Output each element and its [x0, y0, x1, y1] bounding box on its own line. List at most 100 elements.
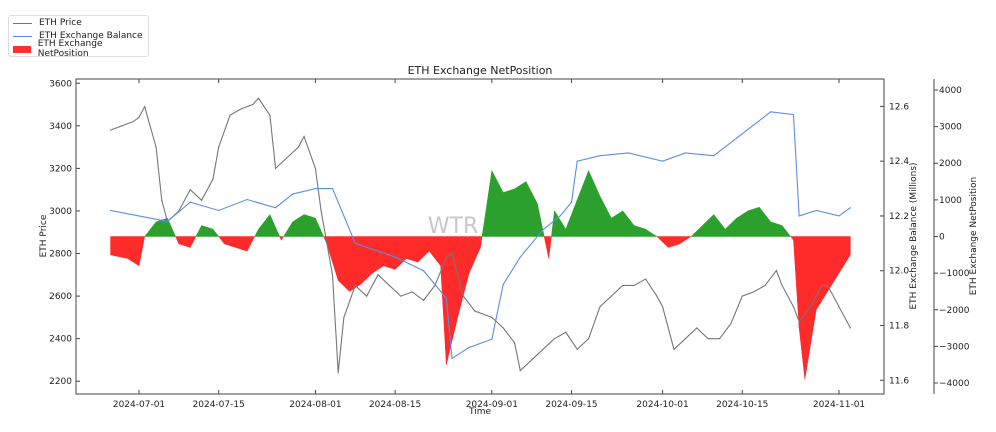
price-point: [849, 327, 851, 329]
netposition-bar-negative: [417, 236, 430, 263]
balance-point: [218, 209, 220, 212]
balance-tick-label: 12.6: [889, 102, 909, 112]
balance-tick-label: 12.4: [889, 157, 909, 167]
legend-label: ETH Exchange Balance: [39, 31, 143, 41]
balance-point: [627, 152, 630, 154]
price-point: [121, 125, 123, 127]
price-point: [144, 106, 146, 108]
balance-point: [798, 215, 800, 217]
netposition-bar-positive: [770, 221, 783, 237]
netposition-bar-positive: [283, 220, 293, 237]
plot-frame: [75, 78, 885, 395]
netposition-bar-positive: [167, 218, 176, 237]
legend-label: ETH Price: [39, 18, 82, 28]
netposition-bar-negative: [279, 236, 282, 241]
netposition-bar-negative: [175, 236, 180, 244]
legend-label: ETH Exchange NetPosition: [37, 39, 103, 59]
legend: ETH Price ETH Exchange Balance ETH Excha…: [8, 15, 149, 59]
price-point: [576, 348, 578, 350]
netposition-tick-label: 1000: [939, 196, 962, 206]
netposition-bar-positive: [713, 213, 726, 237]
price-point: [599, 306, 601, 308]
x-tick-label: 2024-08-01: [289, 400, 341, 410]
balance-point: [770, 111, 772, 113]
balance-point: [331, 187, 334, 190]
balance-point: [491, 338, 493, 340]
netposition-bar-negative: [838, 236, 851, 275]
netposition-bar-negative: [446, 236, 458, 365]
price-tick-label: 3400: [49, 122, 72, 132]
balance-point: [542, 229, 544, 231]
price-point: [531, 359, 533, 361]
price-point: [274, 167, 277, 169]
price-point: [764, 284, 766, 287]
netposition-bar-negative: [790, 236, 794, 241]
netposition-bar-negative: [480, 236, 483, 248]
price-line: [110, 97, 851, 373]
price-point: [792, 306, 795, 308]
netposition-tick-label: −2000: [939, 306, 970, 316]
price-point: [343, 316, 345, 318]
netposition-bar-positive: [588, 170, 601, 237]
netposition-bar-positive: [736, 210, 749, 237]
balance-point: [354, 242, 356, 244]
y-axis-label-price: ETH Price: [39, 214, 49, 257]
netposition-bar-negative: [127, 236, 140, 267]
netposition-bar-negative: [360, 236, 373, 285]
netposition-bar-negative: [428, 236, 441, 267]
netposition-bar-positive: [599, 196, 612, 237]
price-point: [138, 116, 140, 118]
netposition-bar-positive: [747, 206, 760, 237]
price-point: [166, 221, 169, 223]
balance-point: [246, 198, 248, 201]
x-tick-label: 2024-11-01: [813, 400, 865, 410]
price-point: [838, 306, 840, 308]
price-point: [781, 284, 783, 287]
price-point: [798, 321, 800, 323]
netposition-tick-label: −1000: [939, 269, 970, 279]
price-point: [827, 284, 829, 287]
netposition-bar-negative: [827, 236, 840, 293]
price-point: [189, 189, 191, 191]
balance-point: [661, 160, 664, 162]
balance-point: [274, 207, 277, 209]
legend-swatch-balance: [13, 35, 32, 37]
legend-swatch-netposition: [13, 45, 31, 53]
price-point: [718, 338, 721, 340]
netposition-bar-negative: [349, 236, 362, 292]
price-point: [286, 157, 288, 159]
price-point: [821, 284, 823, 287]
price-point: [519, 369, 521, 372]
price-point: [633, 284, 635, 287]
netposition-bar-positive: [759, 206, 771, 237]
netposition-bar-negative: [372, 236, 384, 274]
price-tick-label: 3600: [49, 79, 72, 89]
netposition-bar-negative: [804, 236, 817, 380]
netposition-bar-positive: [155, 217, 168, 237]
balance-tick-label: 12.0: [889, 267, 909, 277]
netposition-bar-positive: [537, 203, 545, 237]
price-point: [673, 348, 675, 350]
price-point: [730, 323, 732, 325]
price-point: [314, 167, 317, 169]
netposition-bar-negative: [548, 236, 552, 259]
price-point: [753, 291, 755, 293]
price-point: [388, 284, 391, 287]
price-point: [212, 178, 214, 180]
netposition-bar-negative: [394, 236, 407, 271]
netposition-bar-negative: [406, 236, 419, 263]
price-point: [109, 129, 112, 131]
balance-point: [445, 297, 447, 299]
price-point: [491, 316, 493, 318]
price-point: [422, 299, 425, 301]
price-point: [354, 284, 356, 287]
netposition-bar-negative: [178, 236, 191, 248]
netposition-bar-negative: [323, 236, 328, 244]
netposition-bar-positive: [303, 214, 316, 237]
price-point: [434, 284, 436, 287]
netposition-bar-positive: [212, 228, 220, 237]
price-point: [155, 146, 157, 148]
price-point: [366, 295, 368, 297]
netposition-bar-positive: [622, 210, 635, 237]
